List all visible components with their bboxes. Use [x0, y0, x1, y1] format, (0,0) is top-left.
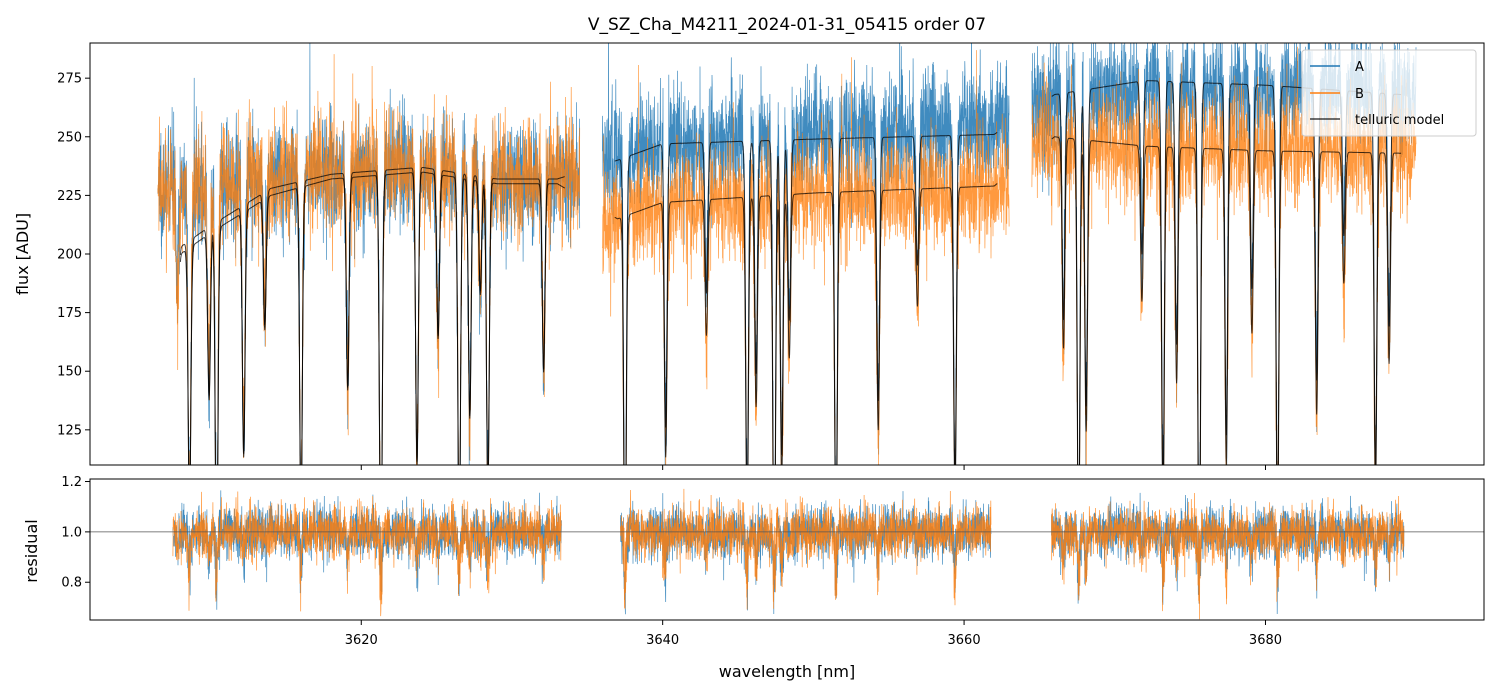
- x-tick-label: 3660: [948, 633, 981, 648]
- residual-axes-frame: [89, 478, 1485, 621]
- legend: A B telluric model: [1301, 49, 1477, 137]
- flux-y-axis-label: flux [ADU]: [13, 213, 32, 295]
- residual-y-ticks: 0.8 1.0 1.2: [61, 475, 90, 591]
- flux-data-area: [157, 43, 1417, 465]
- x-tick-label: 3640: [646, 633, 679, 648]
- residual-panel: 0.8 1.0 1.2 3620 3640 3660 3680 residual: [22, 475, 1485, 648]
- residual-y-tick-label: 0.8: [61, 576, 82, 591]
- residual-y-tick-label: 1.2: [61, 475, 82, 490]
- flux-y-tick-label: 250: [57, 130, 82, 145]
- flux-panel: 125 150 175 200 225 250 275 flux [ADU] A B tel…: [13, 42, 1485, 470]
- residual-y-axis-label: residual: [22, 519, 41, 582]
- flux-y-tick-label: 225: [57, 189, 82, 204]
- flux-y-tick-label: 125: [57, 423, 82, 438]
- legend-label-telluric-model: telluric model: [1355, 113, 1444, 128]
- flux-y-tick-label: 175: [57, 306, 82, 321]
- legend-label-B: B: [1355, 87, 1364, 102]
- flux-y-tick-label: 275: [57, 72, 82, 87]
- chart-title: V_SZ_Cha_M4211_2024-01-31_05415 order 07: [588, 15, 986, 35]
- telluric-model-line-B: [179, 136, 1402, 465]
- flux-x-ticks: [360, 465, 1266, 470]
- residual-x-ticks: 3620 3640 3660 3680: [345, 620, 1282, 648]
- x-tick-label: 3680: [1249, 633, 1282, 648]
- flux-y-tick-label: 150: [57, 365, 82, 380]
- flux-y-tick-label: 200: [57, 248, 82, 263]
- x-tick-label: 3620: [345, 633, 378, 648]
- flux-y-ticks: 125 150 175 200 225 250 275: [57, 72, 90, 438]
- residual-data-area: [90, 488, 1484, 620]
- legend-label-A: A: [1355, 60, 1364, 75]
- x-axis-label: wavelength [nm]: [719, 662, 856, 681]
- residual-series-B: [172, 488, 1405, 620]
- residual-y-tick-label: 1.0: [61, 525, 82, 540]
- legend-box: [1301, 49, 1477, 137]
